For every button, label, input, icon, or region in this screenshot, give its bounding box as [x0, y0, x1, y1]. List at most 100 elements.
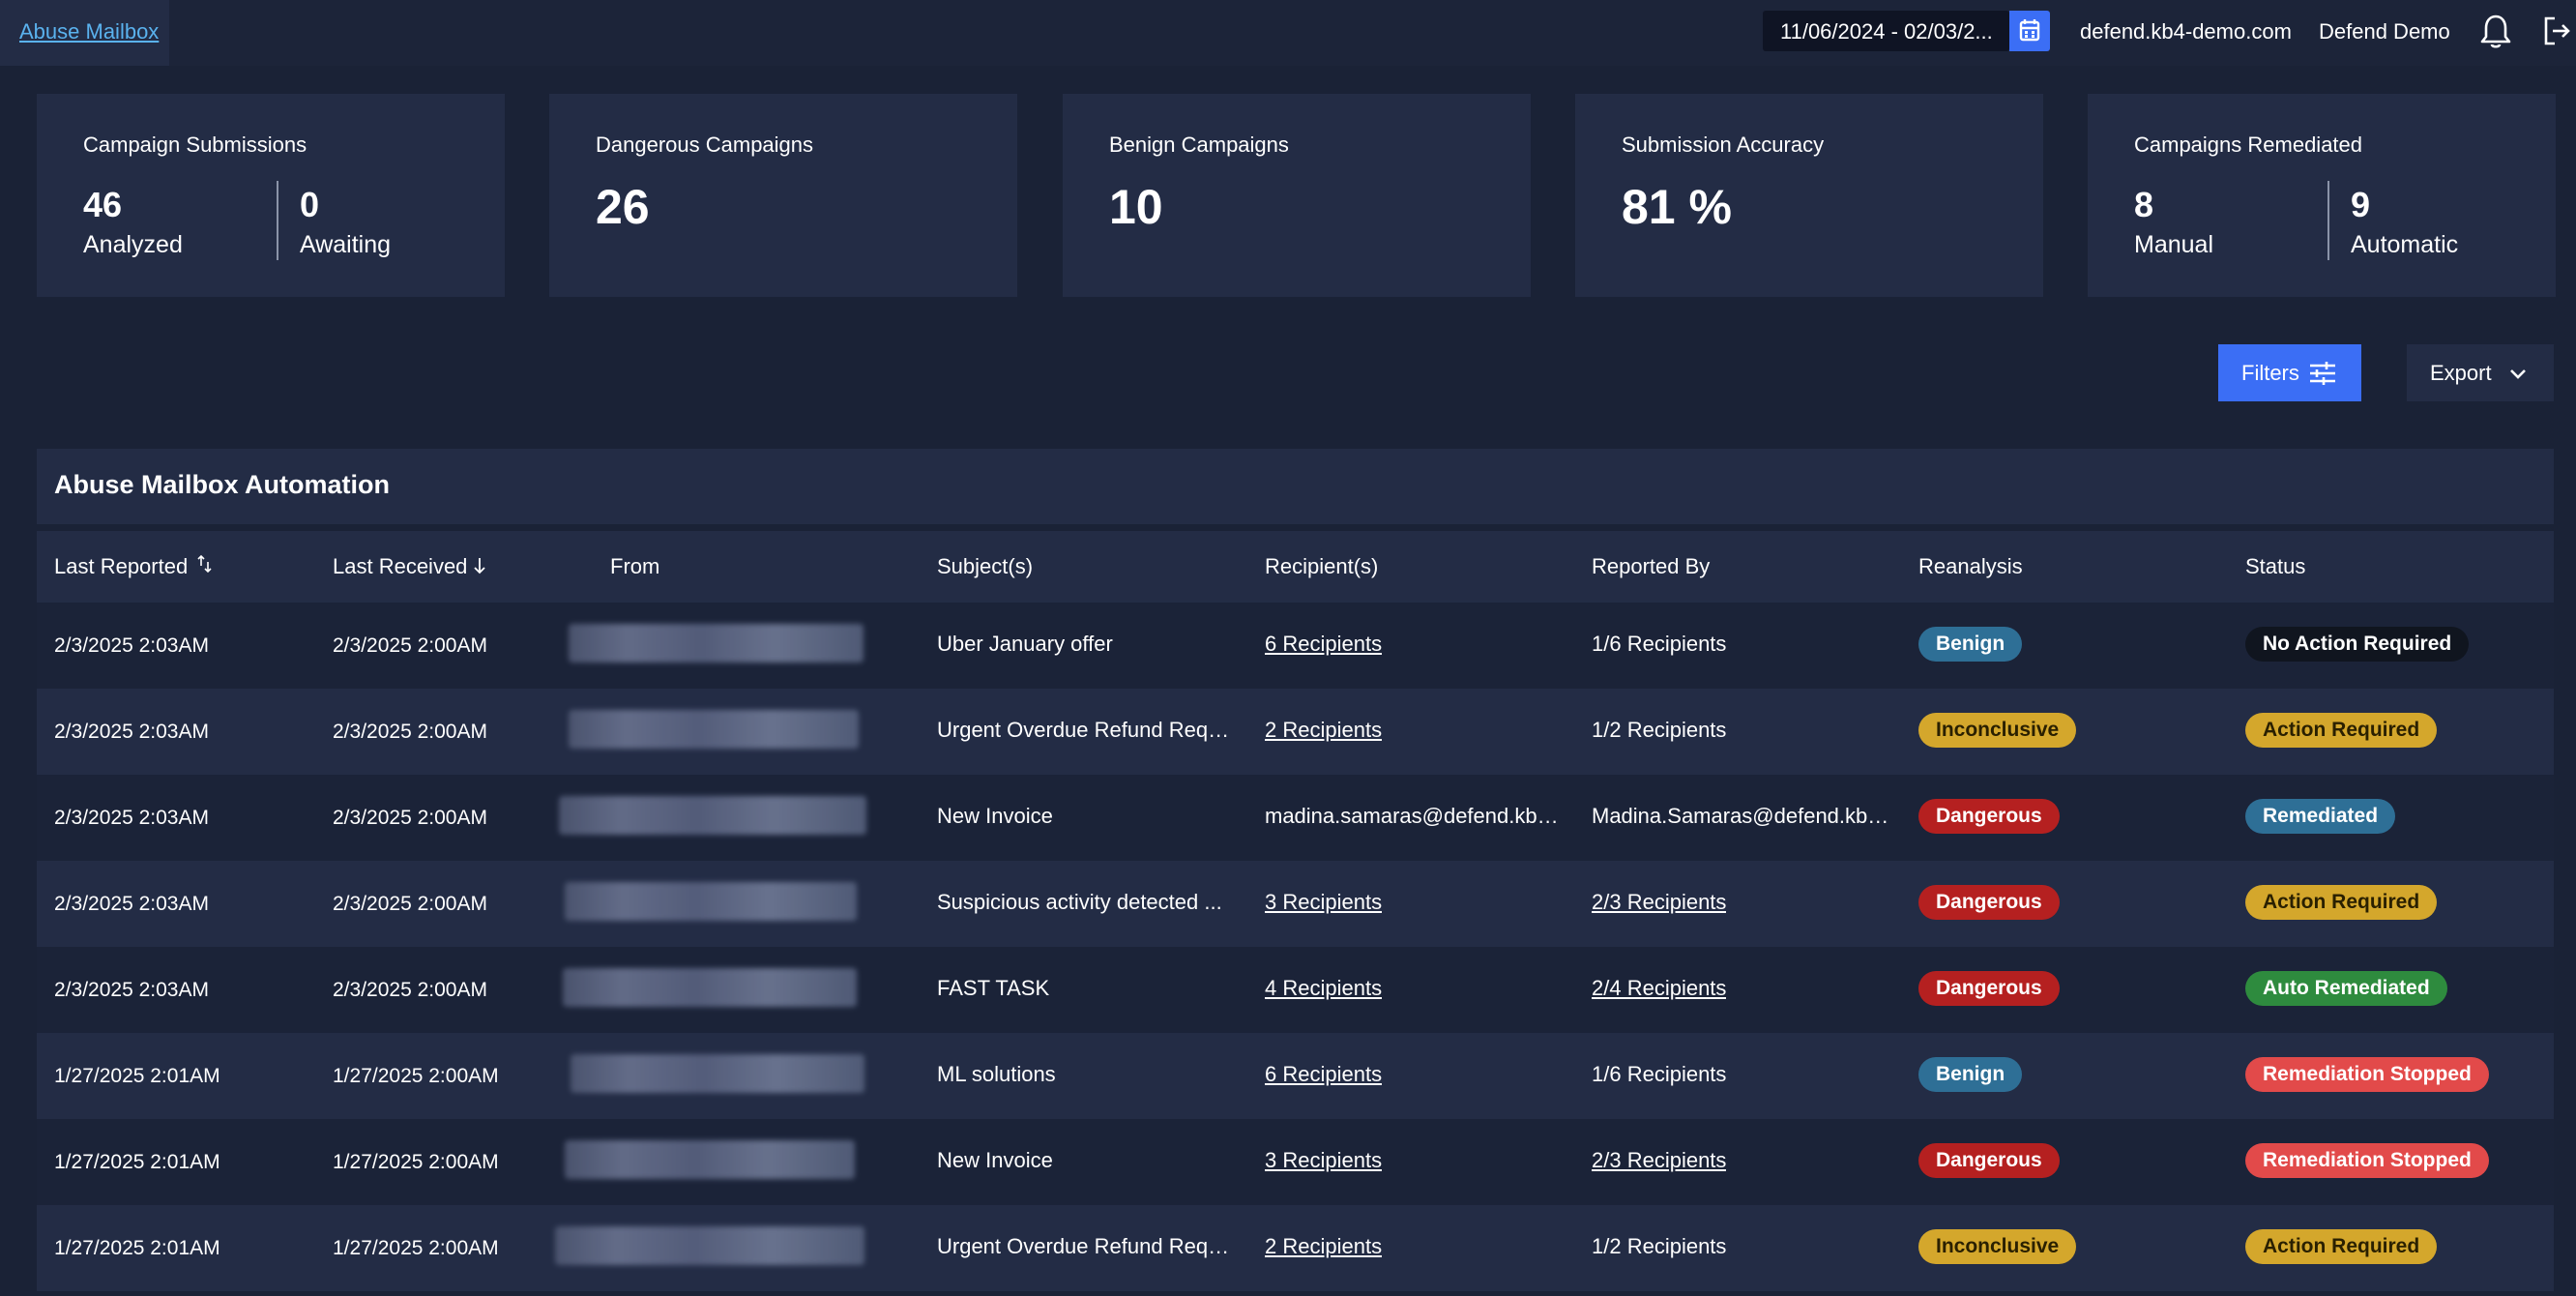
recipients-link[interactable]: 2 Recipients: [1265, 718, 1383, 742]
sort-both-icon[interactable]: [197, 554, 213, 575]
reanalysis-badge: Benign: [1918, 627, 2023, 662]
breadcrumb: Abuse Mailbox: [0, 0, 169, 66]
recipients-link[interactable]: 3 Recipients: [1265, 1148, 1383, 1172]
analyzed-count: 46: [83, 185, 123, 224]
recipients-link: madina.samaras@defend.kb4...: [1265, 804, 1565, 828]
last-received-cell: 1/27/2025 2:00AM: [333, 1151, 499, 1173]
column-reanalysis: Reanalysis: [1918, 554, 2023, 578]
table-row[interactable]: 2/3/2025 2:03AM 2/3/2025 2:00AM Suspicious…: [37, 861, 2554, 947]
subject-cell[interactable]: FAST TASK: [937, 976, 1050, 1000]
subject-cell[interactable]: Uber January offer: [937, 632, 1113, 656]
last-received-cell: 2/3/2025 2:00AM: [333, 979, 487, 1001]
export-label: Export: [2430, 361, 2492, 385]
automatic-label: Automatic: [2351, 231, 2459, 258]
sender-redacted: [555, 1226, 864, 1265]
status-badge: Remediation Stopped: [2245, 1057, 2489, 1092]
status-badge: Action Required: [2245, 885, 2438, 920]
reported-by-cell[interactable]: 2/3 Recipients: [1592, 1148, 1727, 1172]
reanalysis-badge: Dangerous: [1918, 885, 2060, 920]
last-received-cell: 1/27/2025 2:00AM: [333, 1237, 499, 1259]
benign-count: 10: [1109, 180, 1163, 234]
reanalysis-badge: Inconclusive: [1918, 1229, 2077, 1264]
reanalysis-badge: Dangerous: [1918, 1143, 2060, 1178]
reported-by-cell: Madina.Samaras@defend.kb4...: [1592, 804, 1891, 828]
calendar-button[interactable]: [2009, 11, 2050, 51]
breadcrumb-abuse-mailbox-link[interactable]: Abuse Mailbox: [19, 19, 160, 44]
recipients-link[interactable]: 2 Recipients: [1265, 1234, 1383, 1258]
subject-cell[interactable]: ML solutions: [937, 1062, 1056, 1086]
reported-by-cell: 1/6 Recipients: [1592, 1062, 1727, 1086]
table-title-bar: Abuse Mailbox Automation: [37, 449, 2554, 524]
reported-by-cell[interactable]: 2/4 Recipients: [1592, 976, 1727, 1000]
subject-cell[interactable]: New Invoice: [937, 1148, 1053, 1172]
sender-redacted: [571, 1054, 864, 1093]
subject-cell[interactable]: Urgent Overdue Refund Requ...: [937, 718, 1237, 742]
accuracy-value: 81 %: [1622, 180, 1732, 234]
status-badge: Remediation Stopped: [2245, 1143, 2489, 1178]
recipients-link[interactable]: 4 Recipients: [1265, 976, 1383, 1000]
date-range-text: 11/06/2024 - 02/03/2...: [1780, 19, 1993, 44]
filters-button[interactable]: Filters: [2218, 344, 2361, 401]
sort-down-icon[interactable]: [472, 556, 487, 575]
last-reported-cell: 2/3/2025 2:03AM: [54, 634, 209, 657]
column-subjects: Subject(s): [937, 554, 1034, 578]
export-button[interactable]: Export: [2407, 344, 2554, 401]
recipients-link[interactable]: 3 Recipients: [1265, 890, 1383, 914]
column-last-received[interactable]: Last Received: [333, 554, 468, 578]
reported-by-cell: 1/6 Recipients: [1592, 632, 1727, 656]
account-label[interactable]: Defend Demo: [2319, 19, 2450, 44]
status-badge: Action Required: [2245, 1229, 2438, 1264]
last-received-cell: 2/3/2025 2:00AM: [333, 721, 487, 743]
top-bar: Abuse Mailbox 11/06/2024 - 02/03/2... de…: [0, 0, 2576, 66]
sender-redacted: [569, 624, 864, 663]
reported-by-cell: 1/2 Recipients: [1592, 718, 1727, 742]
dangerous-campaigns-card: Dangerous Campaigns 26: [549, 94, 1017, 297]
recipients-link[interactable]: 6 Recipients: [1265, 632, 1383, 656]
last-reported-cell: 2/3/2025 2:03AM: [54, 721, 209, 743]
chevron-down-icon: [2510, 369, 2526, 379]
card-title: Benign Campaigns: [1109, 133, 1289, 157]
card-title: Submission Accuracy: [1622, 133, 1825, 157]
recipients-link[interactable]: 6 Recipients: [1265, 1062, 1383, 1086]
status-badge: Remediated: [2245, 799, 2396, 834]
card-title: Campaigns Remediated: [2134, 133, 2363, 157]
logout-icon[interactable]: [2541, 14, 2572, 48]
status-badge: Action Required: [2245, 713, 2438, 748]
subject-cell[interactable]: New Invoice: [937, 804, 1053, 828]
card-divider: [277, 181, 278, 260]
campaigns-remediated-card: Campaigns Remediated 8 Manual 9 Automati…: [2088, 94, 2556, 297]
last-received-cell: 1/27/2025 2:00AM: [333, 1065, 499, 1087]
column-from: From: [610, 554, 660, 578]
last-reported-cell: 2/3/2025 2:03AM: [54, 979, 209, 1001]
column-reported-by: Reported By: [1592, 554, 1711, 578]
last-reported-cell: 1/27/2025 2:01AM: [54, 1065, 220, 1087]
subject-cell[interactable]: Suspicious activity detected ...: [937, 890, 1222, 914]
table-row[interactable]: 1/27/2025 2:01AM 1/27/2025 2:00AM New Invo…: [37, 1119, 2554, 1205]
sender-redacted: [569, 710, 859, 749]
reported-by-cell[interactable]: 2/3 Recipients: [1592, 890, 1727, 914]
manual-label: Manual: [2134, 231, 2213, 258]
table-row[interactable]: 2/3/2025 2:03AM 2/3/2025 2:00AM Uber Janua…: [37, 603, 2554, 689]
last-reported-cell: 2/3/2025 2:03AM: [54, 893, 209, 915]
table-row[interactable]: 2/3/2025 2:03AM 2/3/2025 2:00AM New Invoic…: [37, 775, 2554, 861]
table-row[interactable]: 2/3/2025 2:03AM 2/3/2025 2:00AM FAST TASK 4…: [37, 947, 2554, 1033]
dangerous-count: 26: [596, 180, 650, 234]
table-row[interactable]: 1/27/2025 2:01AM 1/27/2025 2:00AM Urgent O…: [37, 1205, 2554, 1291]
table-row[interactable]: 2/3/2025 2:03AM 2/3/2025 2:00AM Urgent Ove…: [37, 689, 2554, 775]
domain-label[interactable]: defend.kb4-demo.com: [2080, 19, 2292, 44]
awaiting-label: Awaiting: [300, 231, 392, 258]
table-header: Last Reported Last Received From Subject…: [37, 531, 2554, 603]
subject-cell[interactable]: Urgent Overdue Refund Requ...: [937, 1234, 1237, 1258]
status-badge: Auto Remediated: [2245, 971, 2447, 1006]
column-recipients: Recipient(s): [1265, 554, 1379, 578]
benign-campaigns-card: Benign Campaigns 10: [1063, 94, 1531, 297]
date-range-field[interactable]: 11/06/2024 - 02/03/2...: [1763, 11, 2009, 51]
table-row[interactable]: 1/27/2025 2:01AM 1/27/2025 2:00AM ML solut…: [37, 1033, 2554, 1119]
table-title: Abuse Mailbox Automation: [54, 470, 391, 499]
filters-label: Filters: [2241, 361, 2299, 385]
column-last-reported[interactable]: Last Reported: [54, 554, 189, 578]
sender-redacted: [565, 1140, 855, 1179]
reanalysis-badge: Inconclusive: [1918, 713, 2077, 748]
last-reported-cell: 2/3/2025 2:03AM: [54, 807, 209, 829]
notification-bell-icon[interactable]: [2478, 13, 2513, 51]
